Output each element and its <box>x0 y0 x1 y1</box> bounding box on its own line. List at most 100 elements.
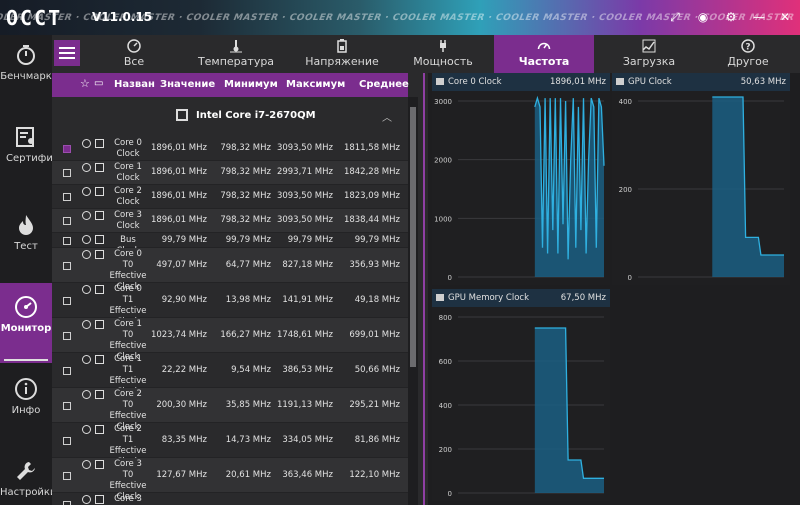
flag-icon[interactable] <box>616 78 624 85</box>
column-header-min[interactable]: Минимум <box>224 79 278 90</box>
column-header-max[interactable]: Максимум <box>286 79 346 90</box>
cell-min: 798,32 MHz <box>220 143 271 153</box>
gauge-icon[interactable] <box>82 187 91 196</box>
gauge-icon[interactable] <box>82 320 91 329</box>
sidebar-item-benchmark[interactable]: Бенчмарк <box>0 43 52 105</box>
sensor-group-header[interactable]: Intel Core i7-2670QM ︿ <box>52 97 408 137</box>
favorite-icon[interactable]: ☆ <box>80 77 90 90</box>
gauge-icon[interactable] <box>82 355 91 364</box>
column-header-avg[interactable]: Среднее <box>359 79 409 90</box>
tab-label: Все <box>123 55 145 68</box>
table-row[interactable]: Core 2 T0 Effective Clock 200,30 MHz 35,85… <box>52 388 408 432</box>
tab-voltage[interactable]: Напряжение <box>292 35 392 73</box>
series-area <box>534 328 604 493</box>
chart-toggle-icon[interactable] <box>95 425 104 434</box>
row-checkbox[interactable] <box>63 237 71 245</box>
sidebar-item-monitor[interactable]: Монитор <box>0 283 52 363</box>
row-checkbox[interactable] <box>63 402 71 410</box>
column-header-value[interactable]: Значение <box>160 79 216 90</box>
gauge-icon[interactable] <box>82 235 91 244</box>
vertical-scrollbar[interactable] <box>408 97 418 505</box>
sensor-name: Core 0 T0 Effective Clock <box>109 249 147 292</box>
row-checkbox[interactable] <box>63 332 71 340</box>
gauge-icon[interactable] <box>82 425 91 434</box>
gauge-icon[interactable] <box>82 211 91 220</box>
row-checkbox[interactable] <box>63 217 71 225</box>
y-tick-label: 200 <box>439 446 452 454</box>
screenshot-icon[interactable]: ◉ <box>697 10 709 24</box>
chart-toggle-icon[interactable] <box>95 355 104 364</box>
chart-toggle-icon[interactable] <box>95 390 104 399</box>
sidebar-item-info[interactable]: Инфо <box>0 377 52 437</box>
row-checkbox[interactable] <box>63 297 71 305</box>
scrollbar-thumb[interactable] <box>410 107 416 367</box>
table-row[interactable]: Core 0 Clock 1896,01 MHz 798,32 MHz 3093,50… <box>52 137 408 161</box>
fullscreen-icon[interactable]: ⤢ <box>670 10 680 24</box>
series-area <box>712 97 784 277</box>
row-checkbox[interactable] <box>63 262 71 270</box>
gauge-icon[interactable] <box>82 460 91 469</box>
row-checkbox[interactable] <box>63 472 71 480</box>
table-row[interactable]: Core 3 T0 Effective Clock 127,67 MHz 20,61… <box>52 458 408 502</box>
chart-toggle-icon[interactable] <box>95 187 104 196</box>
chart-toggle-icon[interactable] <box>95 235 104 244</box>
cell-max: 1191,13 MHz <box>276 400 333 410</box>
cell-value: 83,35 MHz <box>161 435 207 445</box>
cell-value: 1896,01 MHz <box>150 215 207 225</box>
close-button[interactable]: ✕ <box>779 10 791 24</box>
chart-toggle-icon[interactable] <box>95 211 104 220</box>
row-checkbox[interactable] <box>63 367 71 375</box>
gauge-icon[interactable] <box>82 495 91 504</box>
table-row[interactable]: Core 1 Clock 1896,01 MHz 798,32 MHz 2993,71… <box>52 161 408 185</box>
flag-icon[interactable] <box>436 294 444 301</box>
tab-other[interactable]: ? Другое <box>702 35 794 73</box>
menu-icon[interactable] <box>54 40 80 66</box>
row-checkbox[interactable] <box>63 145 71 153</box>
gauge-icon[interactable] <box>82 285 91 294</box>
chart-toggle-icon[interactable] <box>95 285 104 294</box>
tab-all[interactable]: Все <box>88 35 180 73</box>
table-row[interactable]: Core 3 T1 <box>52 493 408 505</box>
sidebar-item-test[interactable]: Тест <box>0 213 52 273</box>
flag-icon[interactable] <box>436 78 444 85</box>
table-row[interactable]: Core 3 Clock 1896,01 MHz 798,32 MHz 3093,50… <box>52 209 408 233</box>
gauge-icon <box>15 296 37 318</box>
row-checkbox[interactable] <box>63 501 71 505</box>
gauge-icon[interactable] <box>82 250 91 259</box>
settings-gear-icon[interactable]: ⚙ <box>725 10 737 24</box>
panel-splitter[interactable] <box>418 73 428 505</box>
gauge-icon[interactable] <box>82 139 91 148</box>
chart-toggle-icon[interactable] <box>95 163 104 172</box>
chart-toggle-icon[interactable] <box>95 250 104 259</box>
row-checkbox[interactable] <box>63 193 71 201</box>
sidebar-item-settings[interactable]: Настройки <box>0 459 56 505</box>
tab-load[interactable]: Загрузка <box>602 35 696 73</box>
table-row[interactable]: Core 2 Clock 1896,01 MHz 798,32 MHz 3093,50… <box>52 185 408 209</box>
tab-label: Мощность <box>413 55 473 68</box>
tab-temperature[interactable]: Температура <box>188 35 284 73</box>
minimize-button[interactable]: — <box>753 10 765 24</box>
chart-toggle-icon[interactable] <box>95 320 104 329</box>
row-checkbox[interactable] <box>63 437 71 445</box>
cell-max: 3093,50 MHz <box>276 215 333 225</box>
gauge-icon[interactable] <box>82 390 91 399</box>
tab-frequency[interactable]: Частота <box>494 35 594 73</box>
chart-toggle-icon[interactable] <box>95 139 104 148</box>
column-header-name[interactable]: Назван <box>114 79 155 90</box>
table-row[interactable]: Core 0 T0 Effective Clock 497,07 MHz 64,77… <box>52 248 408 292</box>
chevron-up-icon[interactable]: ︿ <box>382 113 392 124</box>
gauge-icon[interactable] <box>82 163 91 172</box>
monitor-display-icon[interactable]: ▭ <box>94 78 104 89</box>
chart-toggle-icon[interactable] <box>95 460 104 469</box>
table-row[interactable]: Core 1 T0 Effective Clock 1023,74 MHz 166,… <box>52 318 408 362</box>
title-bar: COOLER MASTER · COOLER MASTER · COOLER M… <box>0 0 800 35</box>
y-tick-label: 400 <box>619 98 632 106</box>
sidebar-item-certificate[interactable]: Сертификат <box>0 125 71 195</box>
table-row[interactable]: Core 2 T1 Effective Clock83,35 MHz14,73 … <box>52 423 408 467</box>
row-checkbox[interactable] <box>63 169 71 177</box>
tab-power[interactable]: Мощность <box>400 35 486 73</box>
table-row[interactable]: Core 0 T1 Effective Clock92,90 MHz13,98 … <box>52 283 408 327</box>
chart-toggle-icon[interactable] <box>95 495 104 504</box>
